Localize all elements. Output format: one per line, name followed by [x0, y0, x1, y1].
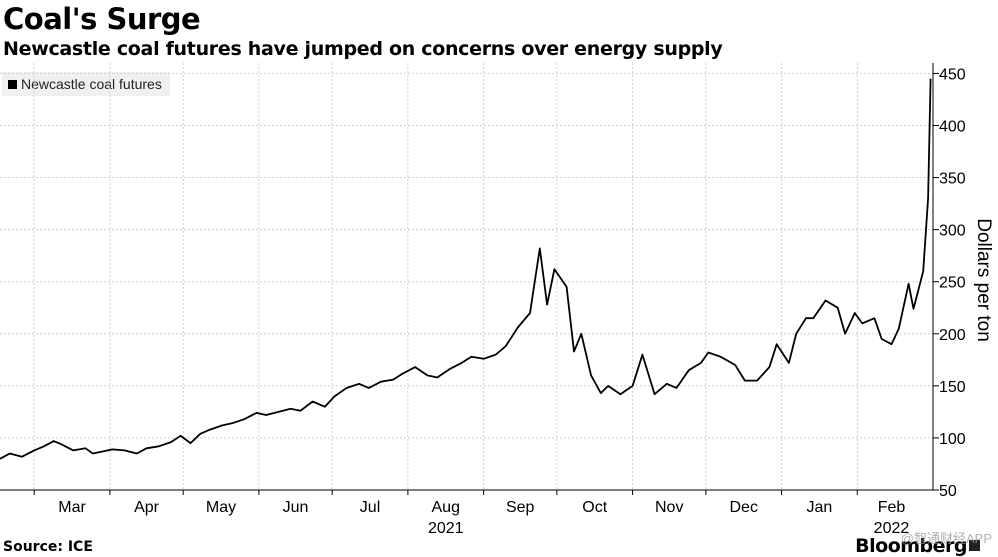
legend-label: Newcastle coal futures	[21, 76, 162, 92]
x-year-label: 2021	[428, 520, 464, 537]
grid	[0, 63, 933, 491]
x-tick-label: Jul	[360, 499, 380, 516]
chart-subtitle: Newcastle coal futures have jumped on co…	[3, 38, 723, 60]
y-tick-label: 300	[939, 223, 966, 240]
x-tick-label: Mar	[58, 499, 86, 516]
legend-swatch-icon	[8, 79, 17, 89]
brand-logo: Bloomberg	[855, 535, 980, 557]
y-tick-label: 50	[939, 483, 957, 500]
y-tick-label: 350	[939, 171, 966, 188]
x-tick-label: Jun	[283, 499, 309, 516]
x-axis: Mar Apr May Jun Jul Aug Sep Oct Nov Dec Jan Feb 2021…	[0, 489, 933, 537]
y-tick-label: 250	[939, 275, 966, 292]
y-tick-label: 200	[939, 327, 966, 344]
y-axis: 50 100 150 200 250 300 350 400 450	[932, 63, 966, 500]
y-tick-label: 100	[939, 431, 966, 448]
x-tick-label: Nov	[655, 499, 683, 516]
brand-name: Bloomberg	[855, 535, 967, 557]
x-tick-label: Apr	[134, 499, 160, 516]
series-group	[0, 78, 932, 460]
series-line	[0, 78, 932, 460]
watermark: @智通财经APP	[900, 531, 992, 546]
y-tick-label: 150	[939, 379, 966, 396]
x-tick-label: Aug	[432, 499, 460, 516]
x-tick-label: Feb	[878, 499, 906, 516]
x-year-label: 2022	[874, 520, 910, 537]
y-tick-label: 400	[939, 118, 966, 135]
x-tick-label: Sep	[506, 499, 535, 516]
y-axis-label: Dollars per ton	[973, 218, 994, 342]
source-note: Source: ICE	[3, 539, 93, 555]
chart-title: Coal's Surge	[3, 2, 201, 36]
y-tick-label: 450	[939, 66, 966, 83]
legend: Newcastle coal futures	[2, 72, 170, 96]
x-tick-label: May	[206, 499, 236, 516]
x-tick-label: Oct	[582, 499, 607, 516]
bloomberg-mark-icon	[969, 540, 980, 551]
x-tick-label: Dec	[729, 499, 757, 516]
x-tick-label: Jan	[807, 499, 833, 516]
